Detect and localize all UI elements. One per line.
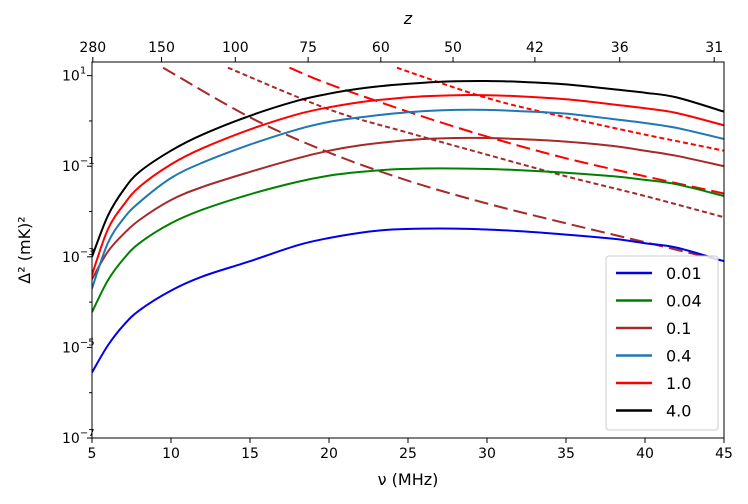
top-tick-label: 100 bbox=[222, 40, 249, 56]
legend: 0.01 0.04 0.1 0.4 1.0 4.0 bbox=[605, 255, 719, 431]
legend-label: 1.0 bbox=[666, 374, 691, 393]
x-tick-label: 25 bbox=[399, 446, 417, 462]
ticks-layer: 5 10 15 20 25 30 35 40 45 280 150 100 75 60 50 42 36 31 10… bbox=[62, 40, 733, 462]
x-tick-label: 35 bbox=[557, 446, 575, 462]
x-tick-label: 45 bbox=[715, 446, 733, 462]
top-tick-label: 75 bbox=[299, 40, 317, 56]
legend-label: 4.0 bbox=[666, 402, 691, 421]
top-tick-label: 280 bbox=[79, 40, 106, 56]
top-tick-label: 31 bbox=[705, 40, 723, 56]
x-tick-label: 15 bbox=[241, 446, 259, 462]
y-tick-label: 10−5 bbox=[62, 337, 95, 356]
legend-label: 0.01 bbox=[666, 264, 702, 283]
series-line-0.04 bbox=[92, 167, 724, 313]
legend-label: 0.4 bbox=[666, 347, 691, 366]
x-tick-label: 30 bbox=[478, 446, 496, 462]
y-tick-label: 101 bbox=[62, 66, 86, 85]
series-line-0.4 bbox=[92, 108, 724, 289]
y-tick-label: 10−3 bbox=[62, 247, 95, 266]
top-tick-label: 150 bbox=[148, 40, 175, 56]
x-tick-label: 10 bbox=[162, 446, 180, 462]
reference-line-4 bbox=[396, 66, 724, 152]
series-line-0.01 bbox=[92, 227, 724, 374]
legend-label: 0.04 bbox=[666, 292, 702, 311]
top-tick-label: 36 bbox=[611, 40, 629, 56]
top-tick-label: 60 bbox=[372, 40, 390, 56]
y-tick-label: 10−1 bbox=[62, 156, 95, 175]
series-line-0.1 bbox=[92, 136, 724, 280]
x-axis-title: ν (MHz) bbox=[378, 470, 439, 489]
top-tick-label: 42 bbox=[526, 40, 544, 56]
top-axis-title: z bbox=[403, 9, 413, 28]
legend-label: 0.1 bbox=[666, 319, 691, 338]
y-tick-label: 10−7 bbox=[62, 428, 95, 447]
reference-line-3 bbox=[289, 66, 724, 195]
x-tick-label: 5 bbox=[88, 446, 97, 462]
y-axis-title: Δ² (mK)² bbox=[15, 216, 34, 283]
curves-layer bbox=[92, 66, 724, 374]
x-tick-label: 40 bbox=[636, 446, 654, 462]
reference-line-1 bbox=[162, 66, 724, 263]
top-tick-label: 50 bbox=[444, 40, 462, 56]
series-line-1.0 bbox=[92, 94, 724, 276]
series-line-4.0 bbox=[92, 79, 724, 258]
x-tick-label: 20 bbox=[320, 446, 338, 462]
reference-line-2 bbox=[227, 66, 724, 219]
